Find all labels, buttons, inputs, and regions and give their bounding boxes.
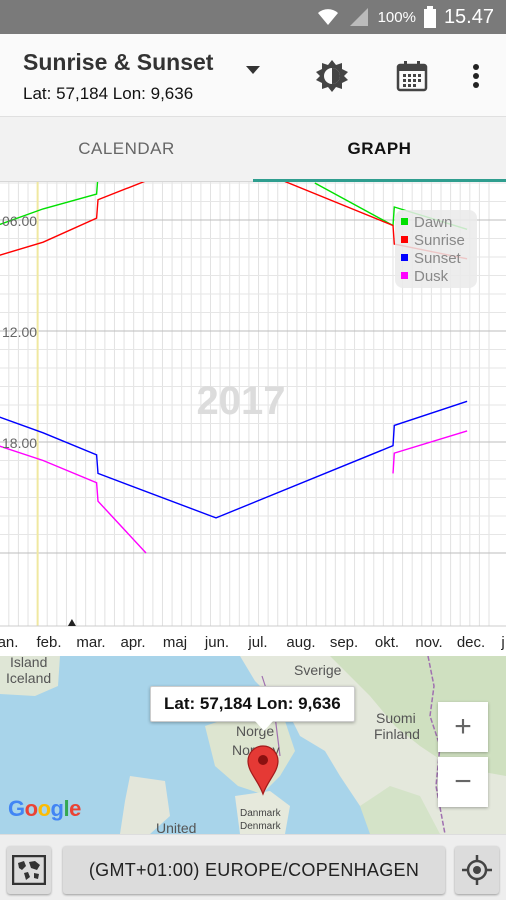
map-label-united: United — [156, 820, 197, 834]
battery-icon — [423, 6, 436, 28]
x-tick-label: mar. — [76, 634, 105, 651]
x-tick-label: feb. — [36, 634, 61, 651]
location-info-bubble[interactable]: Lat: 57,184 Lon: 9,636 — [150, 686, 355, 731]
y-tick-label: 12.00 — [2, 324, 37, 340]
x-tick-label: j — [500, 634, 504, 651]
y-tick-label: 06.00 — [2, 213, 37, 229]
calendar-button[interactable] — [392, 56, 432, 96]
tab-bar: CALENDAR GRAPH — [0, 116, 506, 182]
map-label-island: Island — [10, 656, 48, 670]
location-subtitle: Lat: 57,184 Lon: 9,636 — [23, 84, 194, 103]
map-label-suomi: Suomi — [376, 710, 416, 726]
legend-label-dusk: Dusk — [414, 268, 449, 285]
brightness-icon — [316, 60, 348, 92]
location-map[interactable]: Island Iceland Sverige Suomi Finland Nor… — [0, 656, 506, 834]
x-tick-label: nov. — [415, 634, 442, 651]
legend-label-dawn: Dawn — [414, 214, 452, 231]
zoom-out-button[interactable]: − — [438, 757, 488, 807]
x-tick-label: an. — [0, 634, 18, 651]
x-tick-label: jul. — [247, 634, 267, 651]
clock: 15.47 — [443, 5, 494, 28]
x-tick-label: apr. — [120, 634, 145, 651]
x-tick-label: okt. — [375, 634, 399, 651]
tab-calendar[interactable]: CALENDAR — [78, 139, 175, 158]
legend-swatch — [401, 236, 408, 243]
map-label-danmark: Danmark — [240, 808, 281, 819]
my-location-button[interactable] — [455, 846, 499, 894]
legend-swatch — [401, 254, 408, 261]
graph-canvas: 2017 06.00 12.00 18.00 DawnSunriseSunsetDusk… — [0, 108, 506, 651]
battery-percent: 100% — [377, 8, 416, 26]
world-map-icon — [12, 855, 46, 885]
wifi-icon — [317, 9, 338, 25]
sun-graph[interactable]: 2017 06.00 12.00 18.00 Dawn Sunrise Sunset Dusk… — [0, 108, 506, 656]
map-label-finland: Finland — [374, 726, 420, 742]
dropdown-arrow-icon[interactable] — [246, 66, 260, 74]
status-bar: 100% 15.47 — [0, 0, 506, 34]
legend-swatch — [401, 218, 408, 225]
app-title: Sunrise & Sunset — [23, 49, 214, 75]
overflow-menu-icon — [473, 64, 479, 88]
x-tick-label: dec. — [457, 634, 485, 651]
series-line-sunset — [0, 400, 468, 519]
legend-label-sunrise: Sunrise — [414, 232, 465, 249]
app-bar: Sunrise & Sunset Lat: 57,184 Lon: 9,636 — [0, 34, 506, 116]
bottom-bar: (GMT+01:00) EUROPE/COPENHAGEN — [0, 834, 506, 900]
tab-graph[interactable]: GRAPH — [253, 117, 506, 182]
map-type-button[interactable] — [7, 846, 51, 894]
y-tick-label: 18.00 — [2, 435, 37, 451]
legend-box — [395, 210, 477, 288]
map-label-denmark: Denmark — [240, 821, 281, 832]
year-watermark: 2017 — [197, 379, 286, 423]
overflow-menu-button[interactable] — [462, 56, 490, 96]
calendar-icon — [396, 61, 428, 92]
timezone-button[interactable]: (GMT+01:00) EUROPE/COPENHAGEN — [63, 846, 445, 894]
map-label-iceland: Iceland — [6, 670, 52, 686]
x-tick-label: jun. — [204, 634, 229, 651]
signal-icon — [349, 8, 368, 26]
google-logo: Google — [8, 796, 81, 821]
legend-swatch — [401, 272, 408, 279]
x-tick-label: aug. — [286, 634, 315, 651]
gps-location-icon — [462, 855, 492, 885]
legend-label-sunset: Sunset — [414, 250, 462, 267]
x-tick-label: sep. — [330, 634, 358, 651]
x-tick-label: maj — [163, 634, 187, 651]
map-pin-icon[interactable] — [246, 744, 280, 796]
map-label-sverige: Sverige — [294, 662, 342, 678]
series-line-dusk — [0, 430, 468, 554]
zoom-in-button[interactable]: + — [438, 702, 488, 752]
brightness-button[interactable] — [312, 56, 352, 96]
today-caret-icon — [67, 619, 76, 626]
